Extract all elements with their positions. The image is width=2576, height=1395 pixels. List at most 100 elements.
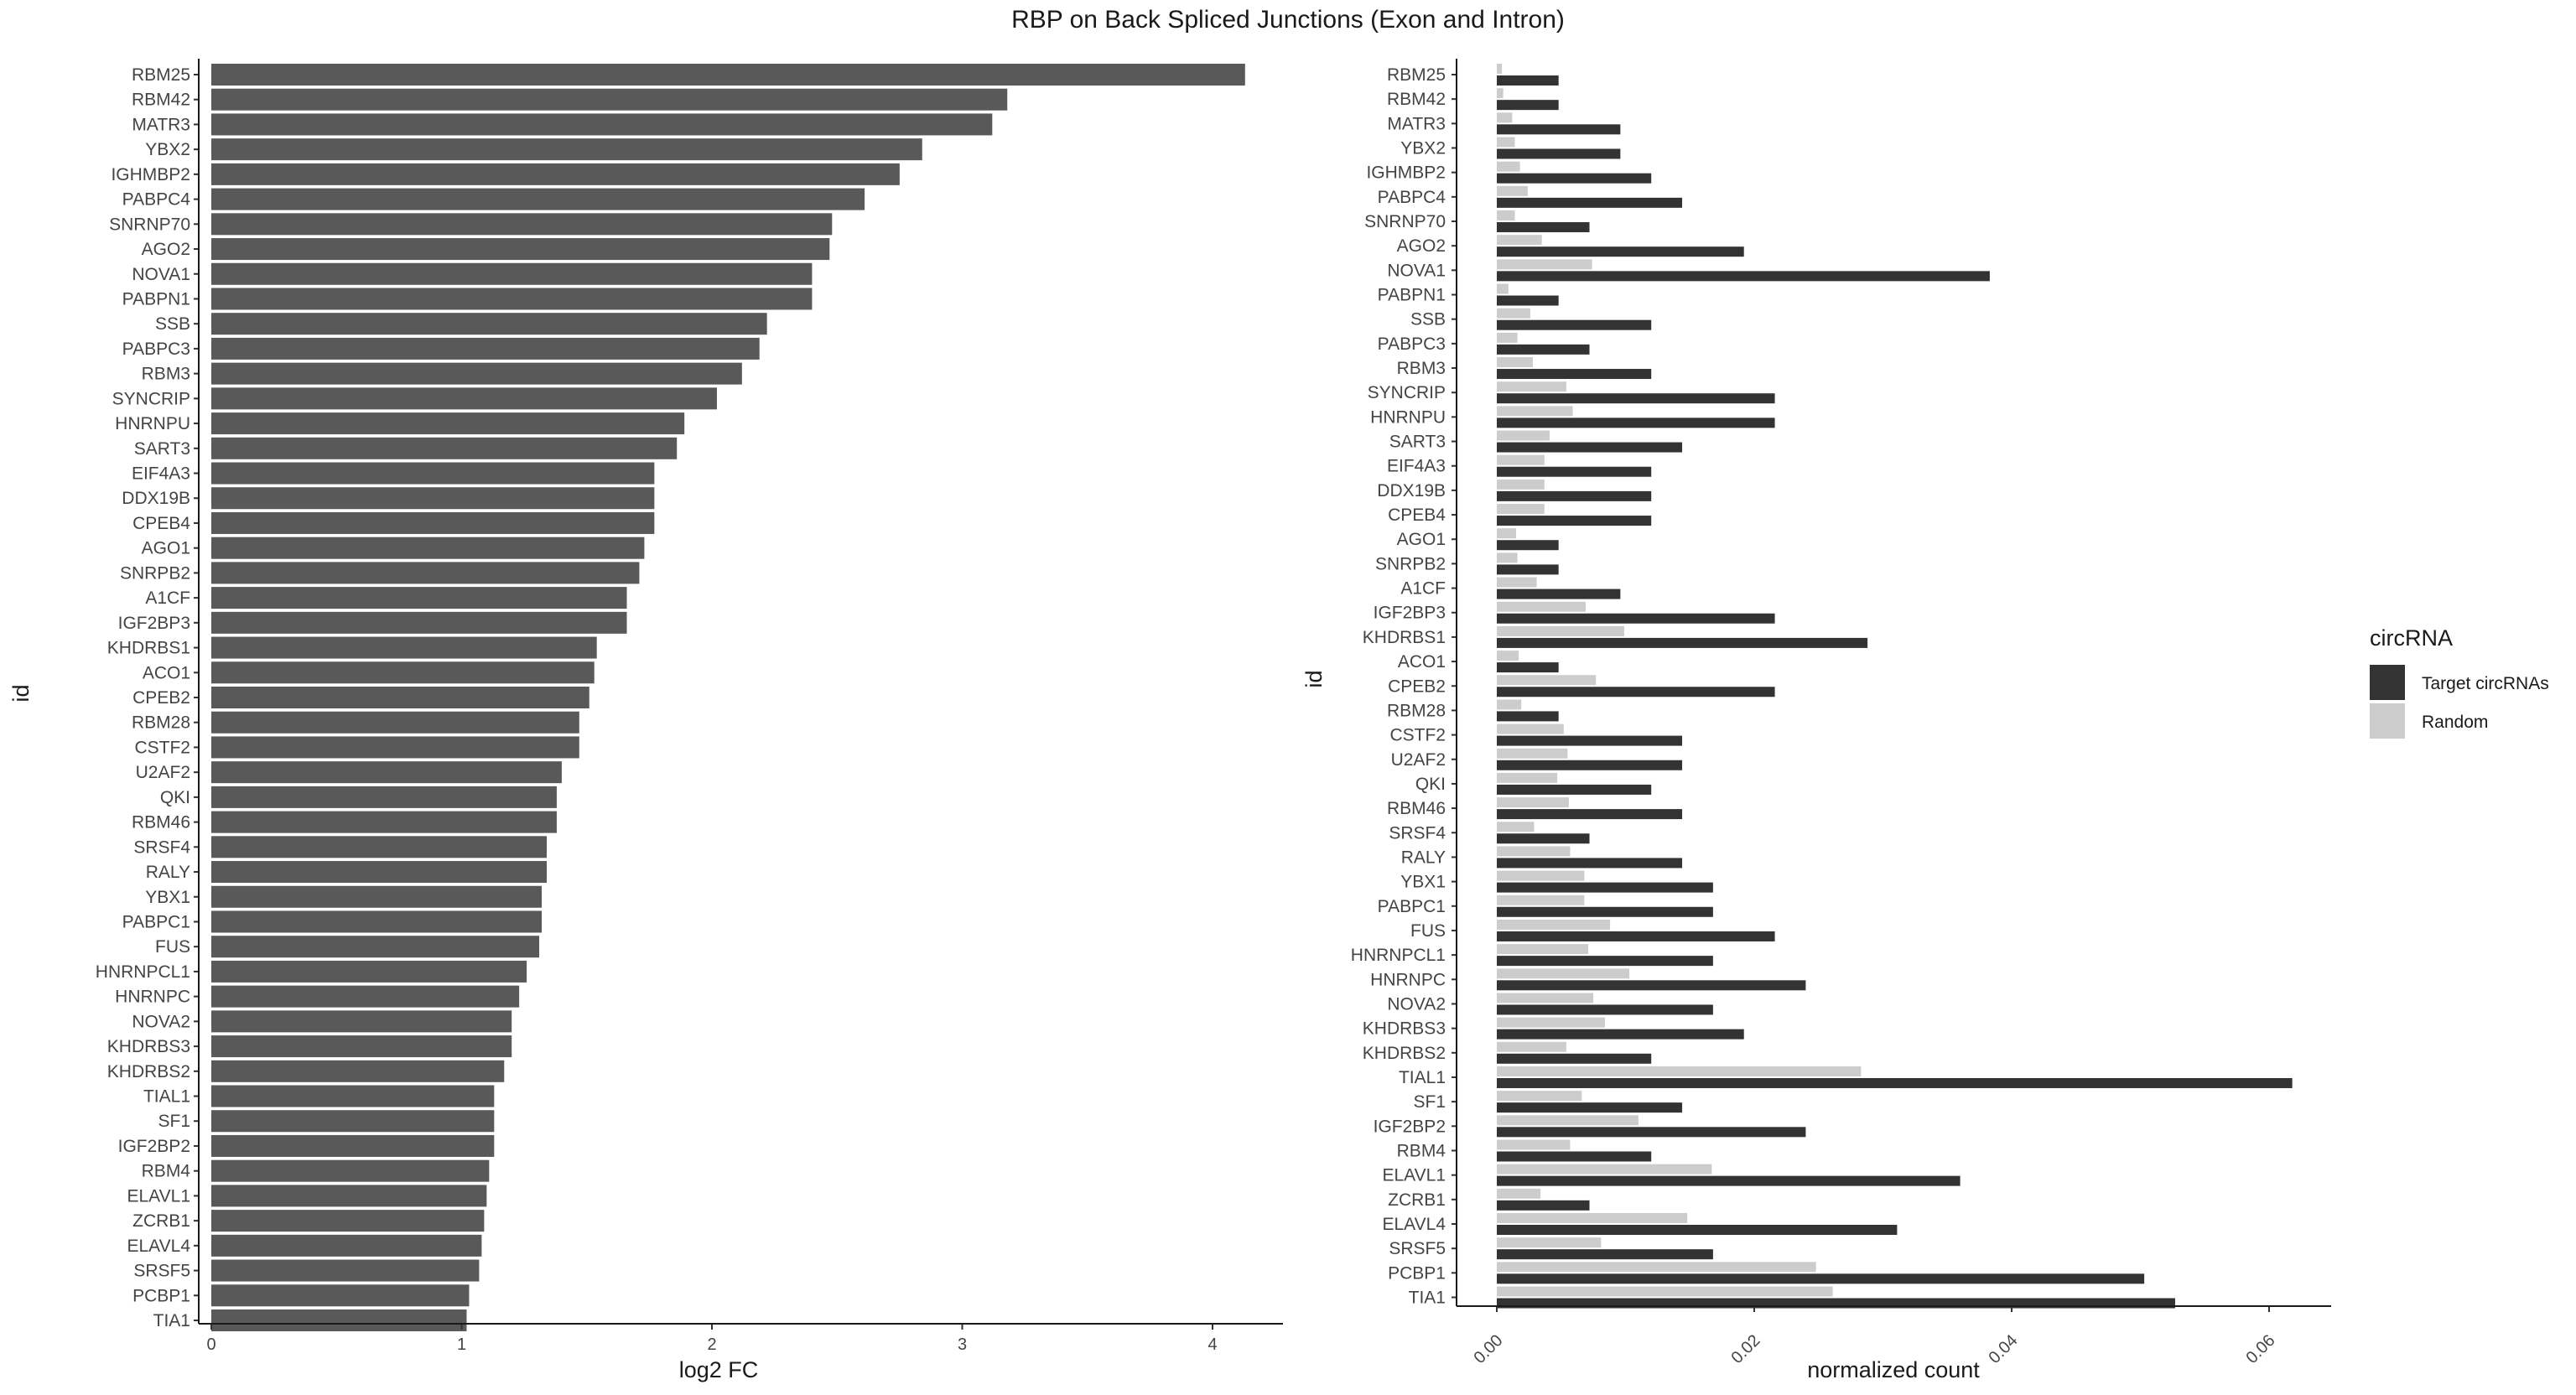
bar-random-elavl1 [1497,1164,1712,1175]
right-ytick-label-khdrbs2: KHDRBS2 [1363,1044,1446,1063]
right-ytick-label-srsf5: SRSF5 [1389,1239,1446,1258]
bar-log2fc-cpeb4 [211,511,655,534]
legend-label-target-circrnas: Target circRNAs [2422,674,2549,693]
bar-target-sart3 [1497,442,1683,453]
left-ytick-label-ybx1: YBX1 [145,888,190,907]
left-ytick-label-qki: QKI [160,788,190,807]
left-ytick-label-fus: FUS [155,937,190,957]
right-ytick-label-tial1: TIAL1 [1399,1068,1446,1087]
left-ytick-label-ago2: AGO2 [142,240,190,259]
bar-random-khdrbs1 [1497,625,1624,636]
right-ytick-label-hnrnpcl1: HNRNPCL1 [1351,946,1446,965]
bar-log2fc-raly [211,861,547,884]
right-ytick-label-u2af2: U2AF2 [1391,750,1446,770]
right-ytick-label-pabpn1: PABPN1 [1378,286,1446,305]
left-ytick-label-khdrbs2: KHDRBS2 [107,1062,190,1081]
bar-log2fc-ddx19b [211,487,655,510]
bar-random-ybx1 [1497,870,1585,881]
bar-target-tial1 [1497,1077,2293,1088]
right-ytick-label-snrnp70: SNRNP70 [1364,212,1446,231]
bar-random-srsf4 [1497,822,1535,832]
right-ytick-label-hnrnpc: HNRNPC [1370,970,1446,989]
bar-log2fc-snrpb2 [211,562,640,584]
bar-random-ighmbp2 [1497,161,1520,172]
bar-target-pabpn1 [1497,295,1559,306]
bar-target-elavl4 [1497,1224,1898,1235]
bar-target-cpeb2 [1497,687,1775,698]
left-ytick-label-tial1: TIAL1 [143,1087,190,1107]
bar-target-u2af2 [1497,760,1683,770]
bar-random-pcbp1 [1497,1262,1816,1273]
right-ytick-label-cstf2: CSTF2 [1389,726,1446,745]
right-ytick-label-cpeb4: CPEB4 [1388,506,1446,525]
figure-title: RBP on Back Spliced Junctions (Exon and … [1011,6,1565,34]
bar-random-cpeb2 [1497,675,1597,686]
bar-random-zcrb1 [1497,1188,1541,1199]
bar-random-ssb [1497,308,1530,319]
left-ytick-label-rbm4: RBM4 [142,1162,191,1181]
bar-random-cstf2 [1497,723,1564,734]
right-ytick-label-ssb: SSB [1410,310,1446,329]
left-ytick-label-aco1: ACO1 [143,663,190,682]
right-xtick-label-0-04: 0.04 [1985,1331,2021,1367]
bar-log2fc-khdrbs1 [211,636,597,659]
bar-log2fc-sf1 [211,1110,495,1133]
bar-log2fc-snrnp70 [211,213,833,236]
right-ytick-label-sf1: SF1 [1413,1092,1446,1112]
bar-log2fc-rbm42 [211,88,1008,111]
bar-random-snrnp70 [1497,210,1515,221]
right-ytick-label-ighmbp2: IGHMBP2 [1366,163,1446,183]
bar-target-cpeb4 [1497,516,1652,526]
bar-random-hnrnpcl1 [1497,944,1588,955]
bar-log2fc-rbm3 [211,362,742,385]
bar-target-qki [1497,784,1652,795]
right-xtick-label-0-06: 0.06 [2242,1331,2278,1367]
right-xtick-label-0-02: 0.02 [1727,1331,1763,1367]
bar-random-hnrnpu [1497,406,1573,417]
bar-random-pabpc1 [1497,895,1585,905]
left-ytick-label-rbm25: RBM25 [132,65,190,85]
left-ytick-label-srsf4: SRSF4 [133,838,190,857]
bar-random-srsf5 [1497,1237,1602,1248]
bar-log2fc-hnrnpcl1 [211,960,527,983]
legend-key-target-circrnas [2370,665,2405,700]
bar-target-ago1 [1497,540,1559,551]
bar-random-rbm25 [1497,64,1503,74]
bar-log2fc-rbm28 [211,711,579,734]
right-ytick-label-pabpc4: PABPC4 [1378,188,1446,207]
right-ytick-label-fus: FUS [1410,921,1446,941]
right-ytick-label-nova2: NOVA2 [1387,994,1446,1014]
bar-target-srsf5 [1497,1249,1713,1260]
bar-random-ddx19b [1497,479,1545,490]
left-ytick-label-elavl1: ELAVL1 [127,1186,191,1206]
right-y-axis-title: id [1301,670,1327,687]
bar-log2fc-nova2 [211,1010,512,1033]
right-ytick-label-zcrb1: ZCRB1 [1388,1190,1446,1210]
bar-log2fc-tial1 [211,1085,495,1107]
bar-random-pabpn1 [1497,283,1509,294]
right-ytick-label-rbm46: RBM46 [1387,799,1446,818]
bar-log2fc-rbm4 [211,1159,490,1182]
bar-target-fus [1497,931,1775,941]
left-ytick-label-tia1: TIA1 [153,1311,190,1330]
bar-random-qki [1497,772,1558,783]
bar-target-aco1 [1497,662,1559,673]
bar-log2fc-ago2 [211,238,830,261]
right-ytick-label-rbm3: RBM3 [1397,359,1446,378]
bar-target-rbm4 [1497,1151,1652,1162]
right-ytick-label-syncrip: SYNCRIP [1368,383,1446,402]
bar-log2fc-pabpc4 [211,188,865,210]
bar-target-rbm25 [1497,75,1559,86]
left-ytick-label-khdrbs1: KHDRBS1 [107,639,190,658]
bar-random-raly [1497,846,1571,857]
bar-log2fc-syncrip [211,387,717,410]
bar-target-raly [1497,858,1683,869]
right-ytick-label-qki: QKI [1415,775,1446,794]
bar-log2fc-elavl4 [211,1234,482,1257]
right-ytick-label-elavl4: ELAVL4 [1383,1215,1446,1234]
bar-log2fc-elavl1 [211,1185,487,1207]
bar-log2fc-rbm25 [211,64,1245,86]
bar-random-khdrbs2 [1497,1041,1566,1052]
left-ytick-label-elavl4: ELAVL4 [127,1237,191,1256]
